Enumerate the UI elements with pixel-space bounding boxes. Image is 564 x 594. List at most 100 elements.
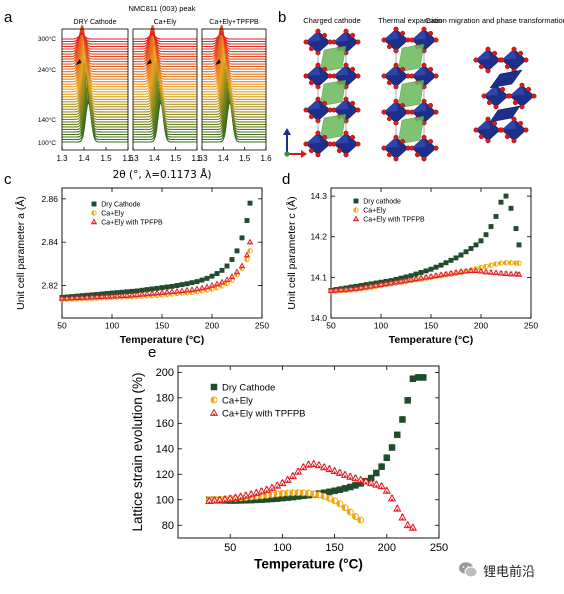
- marker-fill: [310, 490, 314, 497]
- oxygen-atom: [531, 93, 537, 99]
- legend-marker: [352, 215, 360, 222]
- x-tick-label: 150: [325, 542, 343, 554]
- data-point: [488, 262, 494, 268]
- marker-fill: [247, 248, 250, 254]
- panel-b-label-2: Thermal expansion: [378, 16, 442, 25]
- marker-fill: [379, 284, 383, 287]
- data-point: [372, 480, 381, 488]
- marker-fill: [509, 273, 513, 276]
- panel-d: d 50 100 150 200 250 14.0 14.1 14.2 14.3 Temperat…: [282, 171, 538, 346]
- marker-fill: [240, 265, 244, 268]
- octahedron: [381, 62, 411, 90]
- data-point: [403, 520, 412, 529]
- panel-e: e 50 100 150 200 250 80 100 120 140 160 180 200 Temp…: [130, 344, 448, 572]
- data-point: [341, 504, 349, 512]
- data-point: [168, 288, 176, 295]
- data-point: [477, 267, 485, 274]
- x-tick-label: 50: [326, 321, 336, 331]
- oxygen-atom: [303, 39, 309, 45]
- xrd-trace: [202, 69, 266, 110]
- xrd-trace: [133, 72, 197, 113]
- x-tick-label: 250: [430, 542, 448, 554]
- data-point: [78, 294, 86, 300]
- data-point: [472, 267, 480, 274]
- marker-fill: [444, 273, 448, 276]
- marker-fill: [498, 260, 501, 266]
- data-point: [289, 489, 297, 497]
- oxygen-atom: [409, 145, 415, 151]
- oxygen-atom: [519, 82, 525, 88]
- data-point: [347, 285, 355, 292]
- oxygen-atom: [400, 102, 406, 108]
- x-tick-label: 1.6: [191, 154, 203, 163]
- marker-fill: [394, 282, 398, 285]
- xrd-trace: [62, 33, 128, 43]
- data-point: [239, 235, 245, 241]
- marker-fill: [110, 296, 114, 299]
- legend-label: Ca+Ely with TPFPB: [363, 216, 425, 223]
- oxygen-atom: [331, 107, 337, 113]
- xrd-trace: [133, 68, 197, 108]
- oxygen-atom: [519, 104, 525, 110]
- xrd-trace: [133, 65, 197, 105]
- oxygen-atom: [315, 62, 321, 68]
- oxygen-atom: [322, 100, 328, 106]
- xrd-trace: [202, 29, 266, 53]
- y-axis-label: Unit cell parameter a (Å): [14, 196, 27, 310]
- data-point: [417, 274, 425, 281]
- data-point: [247, 200, 253, 206]
- marker-fill: [218, 499, 222, 503]
- legend-marker: [209, 408, 219, 416]
- xrd-trace: [133, 62, 197, 103]
- data-point: [507, 270, 515, 277]
- data-point: [205, 496, 214, 504]
- oxygen-atom: [518, 120, 524, 126]
- marker-fill: [322, 466, 326, 470]
- data-point: [283, 475, 292, 483]
- xrd-trace: [62, 58, 128, 98]
- data-point: [327, 287, 335, 294]
- marker-fill: [270, 487, 274, 491]
- xrd-trace: [133, 47, 197, 85]
- marker-fill: [214, 285, 217, 290]
- data-point: [331, 497, 339, 505]
- oxygen-atom: [322, 32, 328, 38]
- data-point: [98, 293, 106, 300]
- xrd-trace: [202, 32, 266, 45]
- xrd-trace: [62, 36, 128, 75]
- data-point: [244, 256, 250, 263]
- data-point: [458, 252, 464, 258]
- data-point: [73, 294, 81, 301]
- data-point: [218, 278, 226, 285]
- oxygen-atom: [355, 141, 361, 147]
- marker-fill: [219, 283, 222, 289]
- data-point: [208, 281, 216, 288]
- xrd-trace: [202, 68, 266, 108]
- marker-fill: [384, 283, 388, 286]
- oxygen-atom: [355, 107, 361, 113]
- data-point: [243, 251, 251, 258]
- oxygen-atom: [511, 116, 517, 122]
- xrd-trace: [202, 37, 266, 75]
- marker-fill: [60, 298, 64, 301]
- marker-fill: [254, 492, 258, 496]
- marker-fill: [92, 221, 96, 224]
- x-tick-label: 1.3: [127, 154, 139, 163]
- data-point: [219, 267, 225, 273]
- data-point: [214, 271, 220, 277]
- data-point: [223, 276, 231, 283]
- oxygen-atom: [526, 86, 532, 92]
- xrd-trace: [62, 31, 128, 48]
- data-point: [404, 397, 411, 404]
- marker-fill: [210, 285, 214, 288]
- xrd-trace: [133, 33, 197, 43]
- marker-fill: [357, 517, 361, 524]
- data-point: [478, 238, 484, 244]
- oxygen-atom: [343, 96, 349, 102]
- lithium-layer: [397, 115, 425, 145]
- data-point: [346, 508, 354, 516]
- xrd-trace: [133, 34, 197, 73]
- data-point: [336, 500, 344, 508]
- data-point: [93, 293, 101, 300]
- marker-fill: [160, 292, 164, 295]
